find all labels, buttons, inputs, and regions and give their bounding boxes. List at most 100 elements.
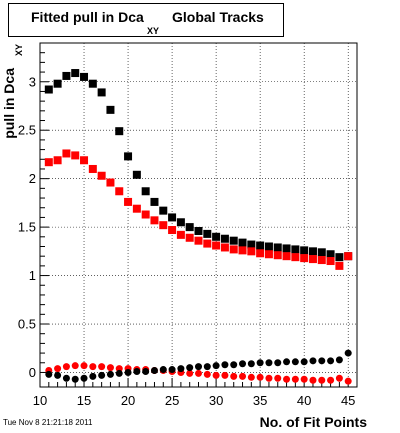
data-point-square (326, 257, 335, 266)
data-point-square (124, 197, 133, 206)
data-point-square (97, 171, 106, 180)
data-point-square (273, 251, 282, 260)
data-point-square (194, 226, 203, 235)
data-point-square (256, 249, 265, 258)
data-point-circle (230, 361, 238, 369)
data-point-square (291, 245, 300, 254)
data-point-circle (247, 360, 255, 368)
data-point-square (159, 221, 168, 230)
data-point-circle (195, 363, 202, 371)
data-point-square (80, 72, 89, 81)
data-point-square (308, 255, 317, 264)
y-tick-label: 1.5 (18, 220, 36, 235)
data-point-circle (274, 359, 282, 367)
y-tick-label: 1 (29, 268, 36, 283)
chart-title-box: Fitted pull in Dca XY Global Tracks (8, 3, 284, 37)
y-tick-label: 3 (29, 74, 36, 89)
data-point-circle (318, 376, 326, 384)
data-point-square (106, 105, 115, 114)
data-point-circle (195, 369, 202, 377)
data-point-square (203, 239, 212, 248)
data-point-circle (54, 365, 62, 373)
data-point-square (124, 152, 133, 161)
data-point-circle (177, 365, 185, 373)
data-point-square (247, 247, 256, 256)
data-point-circle (265, 359, 273, 367)
data-point-circle (115, 365, 123, 373)
data-point-circle (80, 374, 88, 382)
x-tick-label: 10 (33, 393, 47, 408)
x-tick-label: 15 (77, 393, 91, 408)
data-point-square (150, 197, 159, 206)
data-point-circle (309, 376, 317, 384)
data-point-circle (203, 363, 211, 371)
data-point-square (168, 213, 177, 222)
data-point-square (44, 158, 53, 167)
data-point-circle (344, 377, 352, 385)
y-tick-label: 0 (29, 365, 36, 380)
data-point-circle (62, 374, 70, 382)
data-point-square (80, 156, 89, 165)
data-point-square (220, 234, 229, 243)
data-point-square (71, 69, 80, 78)
data-point-square (53, 79, 62, 88)
y-axis-title-subscript: XY (14, 44, 24, 56)
data-point-circle (203, 370, 211, 378)
data-point-square (62, 149, 71, 158)
data-point-square (71, 151, 80, 160)
data-point-square (168, 226, 177, 235)
data-point-circle (239, 372, 247, 380)
data-point-square (132, 170, 141, 179)
x-axis-title: No. of Fit Points (260, 414, 368, 430)
data-point-circle (300, 358, 308, 366)
data-point-square (238, 246, 247, 255)
data-point-square (238, 238, 247, 247)
data-point-square (326, 250, 335, 259)
x-tick-label: 20 (121, 393, 135, 408)
x-tick-label: 25 (165, 393, 179, 408)
data-point-square (141, 210, 150, 219)
data-point-circle (186, 369, 194, 377)
x-tick-label: 30 (209, 393, 223, 408)
data-point-circle (45, 370, 53, 378)
data-point-square (317, 256, 326, 265)
data-point-circle (98, 371, 106, 379)
data-point-circle (89, 363, 97, 371)
data-point-square (97, 88, 106, 97)
data-point-circle (318, 357, 326, 365)
data-point-circle (256, 359, 264, 367)
data-point-square (282, 244, 291, 253)
data-point-circle (133, 367, 141, 375)
data-point-square (291, 253, 300, 262)
data-point-circle (124, 368, 132, 376)
data-point-circle (106, 370, 114, 378)
data-point-square (176, 218, 185, 227)
data-point-square (194, 236, 203, 245)
data-point-circle (327, 376, 335, 384)
data-point-square (264, 242, 273, 251)
data-point-circle (159, 366, 167, 374)
x-tick-label: 35 (253, 393, 267, 408)
data-point-square (282, 252, 291, 261)
data-point-circle (71, 375, 79, 383)
data-point-circle (221, 371, 229, 379)
y-tick-label: 0.5 (18, 317, 36, 332)
data-point-circle (98, 363, 106, 371)
data-point-square (308, 247, 317, 256)
data-point-square (203, 229, 212, 238)
data-point-circle (274, 374, 282, 382)
data-point-square (115, 127, 124, 136)
data-point-circle (265, 374, 273, 382)
x-tick-label: 40 (297, 393, 311, 408)
data-point-square (159, 206, 168, 215)
data-point-circle (283, 358, 291, 366)
data-point-square (344, 252, 353, 261)
data-point-square (256, 241, 265, 250)
data-point-circle (62, 363, 70, 371)
data-point-circle (186, 364, 194, 372)
data-point-circle (54, 371, 62, 379)
data-point-circle (247, 373, 255, 381)
y-axis-title: pull in Dca (1, 68, 17, 139)
data-point-circle (168, 366, 176, 374)
